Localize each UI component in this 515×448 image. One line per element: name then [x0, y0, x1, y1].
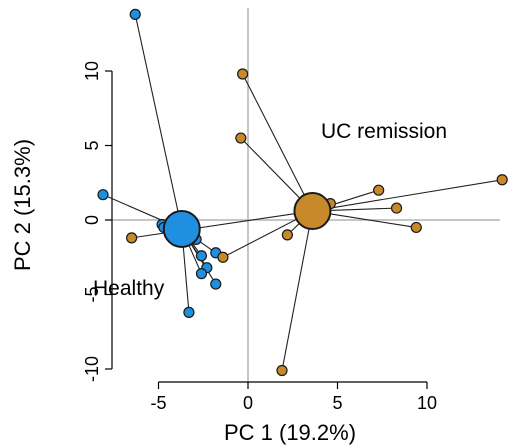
y-tick-label: -5: [82, 286, 102, 302]
healthy-centroid: [162, 209, 201, 248]
uc-remission-point: [237, 68, 249, 80]
healthy-point: [210, 278, 222, 290]
uc-remission-centroid: [293, 192, 332, 231]
x-tick-label: -5: [150, 393, 166, 413]
centroid-spokes: [102, 14, 503, 371]
group-label-uc-remission: UC remission: [321, 120, 447, 143]
x-tick-label: 5: [332, 393, 342, 413]
group-label-healthy: Healthy: [93, 277, 165, 300]
y-axis-title: PC 2 (15.3%): [10, 139, 35, 271]
uc-remission-point: [410, 221, 422, 234]
chart-labels: PC 1 (19.2%) PC 2 (15.3%) Healthy UC rem…: [10, 120, 447, 445]
axes: -5 0 5 10 -10 -5 0 5 10: [82, 61, 437, 413]
uc-remission-point: [276, 364, 288, 377]
uc-remission-point: [235, 132, 247, 144]
uc-remission-spoke: [131, 210, 313, 239]
group-centroids: [162, 192, 332, 248]
healthy-point: [195, 250, 208, 262]
uc-remission-spoke: [281, 210, 313, 371]
x-axis-title: PC 1 (19.2%): [224, 420, 356, 445]
y-tick-label: 5: [82, 140, 102, 150]
x-tick-label: 0: [243, 393, 253, 413]
healthy-point: [129, 8, 141, 20]
uc-remission-spoke: [242, 73, 313, 212]
uc-remission-point: [217, 251, 229, 263]
uc-remission-spoke: [312, 179, 503, 212]
uc-remission-point: [496, 174, 508, 186]
healthy-point: [195, 268, 208, 280]
uc-remission-point: [126, 232, 138, 244]
healthy-spoke: [134, 14, 183, 230]
y-tick-label: -10: [82, 356, 102, 382]
uc-remission-point: [281, 229, 293, 241]
x-tick-label: 10: [417, 393, 437, 413]
y-tick-label: 0: [82, 215, 102, 225]
y-tick-label: 10: [82, 61, 102, 81]
healthy-point: [183, 306, 195, 318]
uc-remission-point: [373, 184, 385, 196]
healthy-point: [97, 189, 109, 201]
uc-remission-point: [390, 202, 403, 214]
